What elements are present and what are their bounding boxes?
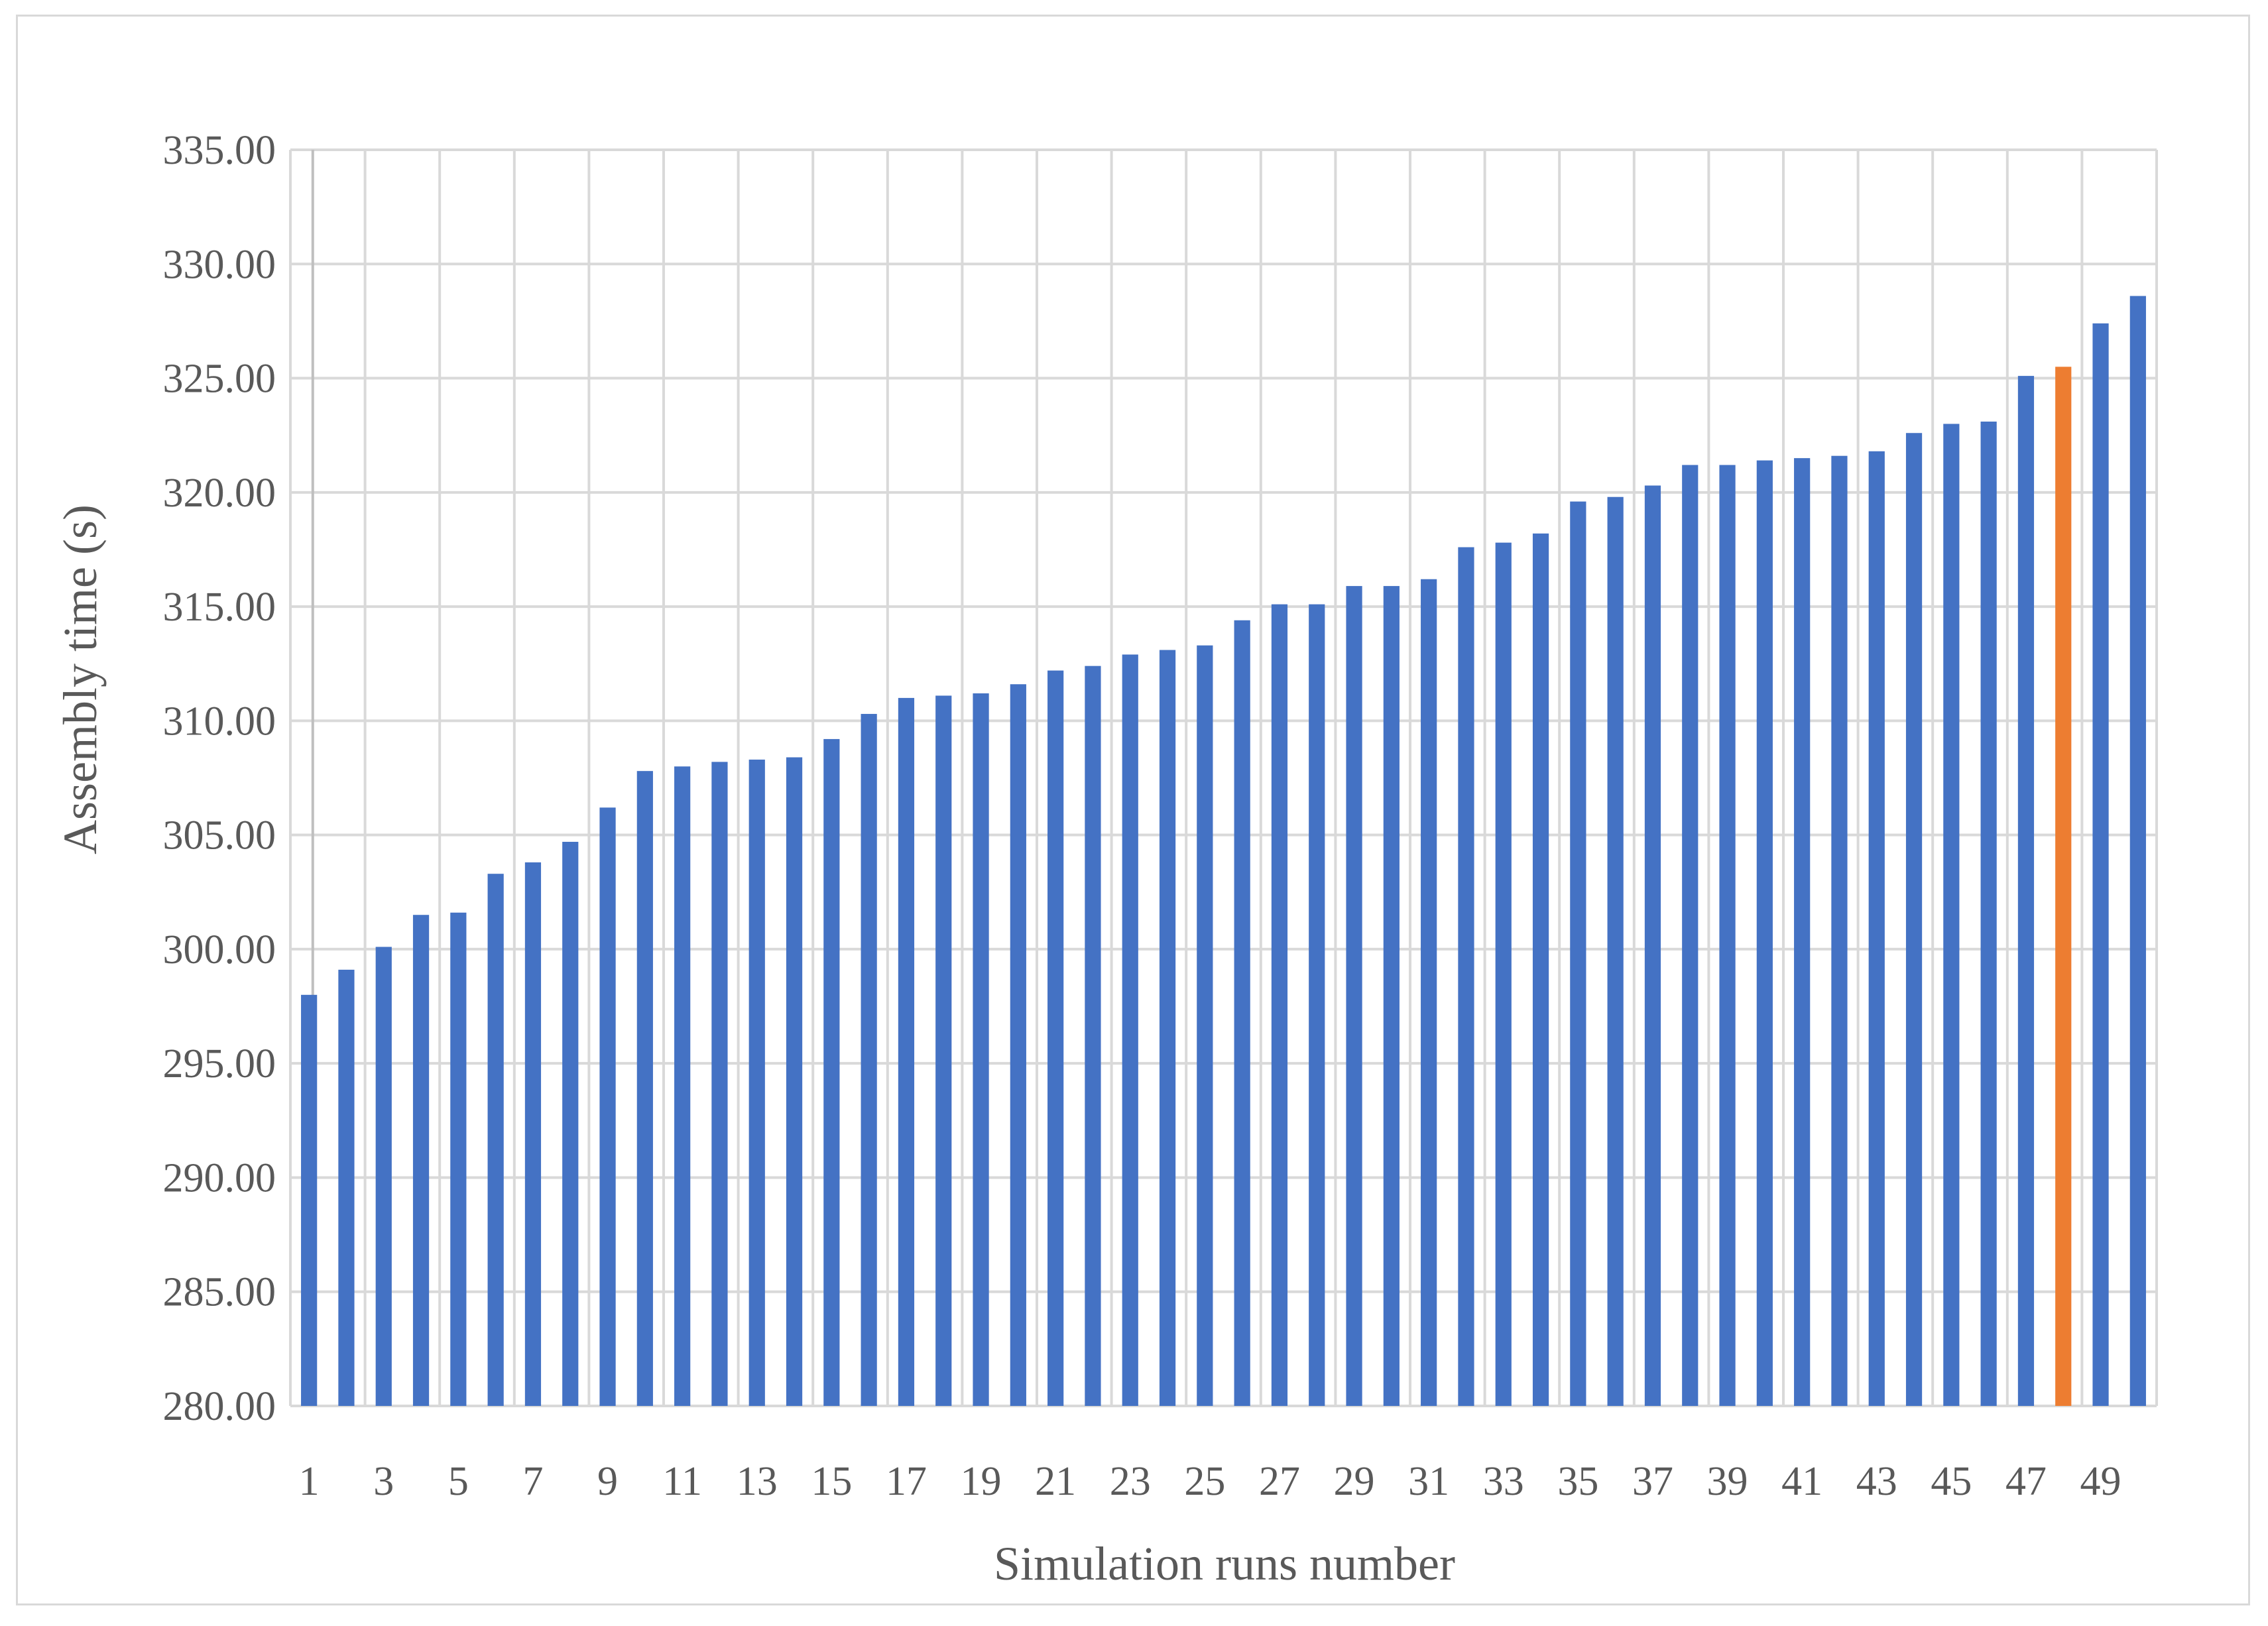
x-tick-label: 17	[886, 1459, 927, 1504]
bar-19	[973, 693, 989, 1406]
bar-33	[1495, 542, 1512, 1406]
bar-49	[2092, 323, 2109, 1407]
x-tick-label: 5	[448, 1459, 469, 1504]
bar-34	[1532, 533, 1549, 1406]
bar-43	[1868, 451, 1885, 1406]
x-tick-label: 41	[1781, 1459, 1822, 1504]
y-tick-label: 315.00	[163, 585, 276, 630]
bar-48	[2055, 367, 2072, 1407]
x-tick-label: 43	[1856, 1459, 1897, 1504]
bar-20	[1010, 684, 1026, 1406]
x-tick-label: 25	[1184, 1459, 1225, 1504]
y-tick-label: 285.00	[163, 1270, 276, 1315]
bar-29	[1346, 586, 1362, 1407]
bar-16	[861, 714, 877, 1406]
bar-12	[711, 762, 728, 1406]
x-tick-label: 45	[1931, 1459, 1972, 1504]
y-tick-label: 295.00	[163, 1041, 276, 1086]
y-tick-label: 310.00	[163, 699, 276, 744]
bar-40	[1756, 460, 1773, 1407]
x-tick-label: 13	[737, 1459, 778, 1504]
x-tick-label: 29	[1334, 1459, 1375, 1504]
x-tick-label: 47	[2005, 1459, 2047, 1504]
bar-18	[935, 695, 952, 1406]
bar-9	[599, 807, 616, 1406]
bar-6	[487, 874, 504, 1406]
x-tick-label: 31	[1408, 1459, 1449, 1504]
y-tick-label: 305.00	[163, 813, 276, 858]
bar-1	[301, 994, 318, 1406]
bar-chart: 280.00 285.00 290.00 295.00 300.00 305.00 310.…	[54, 128, 2158, 1590]
x-tick-label: 39	[1707, 1459, 1748, 1504]
x-tick-label: 35	[1557, 1459, 1598, 1504]
bar-3	[375, 947, 392, 1406]
bar-45	[1943, 424, 1960, 1406]
y-tick-label: 280.00	[163, 1384, 276, 1429]
bar-5	[450, 912, 467, 1406]
bar-4	[412, 915, 430, 1406]
bar-47	[2017, 376, 2035, 1406]
bar-27	[1271, 604, 1288, 1406]
x-tick-label: 37	[1632, 1459, 1673, 1504]
bar-41	[1794, 458, 1811, 1406]
x-axis-ticks: 1 3 5 7 9 11 13 15 17 19 21 23 25 27 29 31 33 35 37 39 41 43 4…	[299, 1459, 2121, 1504]
bar-37	[1644, 485, 1661, 1406]
bars	[301, 296, 2146, 1407]
bar-15	[823, 738, 840, 1406]
x-tick-label: 15	[811, 1459, 852, 1504]
x-tick-label: 9	[597, 1459, 618, 1504]
y-axis-title: Assembly time (s)	[54, 504, 107, 854]
x-tick-label: 27	[1259, 1459, 1300, 1504]
x-tick-label: 3	[373, 1459, 394, 1504]
x-tick-label: 19	[961, 1459, 1002, 1504]
bar-42	[1831, 455, 1848, 1406]
bar-2	[338, 969, 355, 1406]
bar-50	[2129, 296, 2146, 1407]
bar-38	[1682, 465, 1699, 1407]
y-tick-label: 300.00	[163, 927, 276, 972]
x-tick-label: 1	[299, 1459, 320, 1504]
bar-13	[748, 759, 765, 1406]
bar-11	[674, 766, 691, 1406]
x-tick-label: 21	[1035, 1459, 1076, 1504]
y-tick-label: 330.00	[163, 242, 276, 287]
x-tick-label: 11	[662, 1459, 702, 1504]
bar-24	[1159, 650, 1176, 1406]
bar-32	[1458, 547, 1474, 1407]
bar-22	[1085, 666, 1101, 1406]
bar-23	[1122, 654, 1138, 1406]
y-tick-label: 325.00	[163, 357, 276, 402]
y-tick-label: 290.00	[163, 1155, 276, 1200]
x-tick-label: 7	[522, 1459, 543, 1504]
x-axis-title: Simulation runs number	[994, 1537, 1455, 1590]
bar-30	[1383, 586, 1400, 1407]
bar-14	[786, 757, 803, 1406]
bar-31	[1421, 579, 1437, 1406]
bar-35	[1570, 501, 1586, 1406]
x-tick-label: 23	[1110, 1459, 1151, 1504]
bar-28	[1309, 604, 1325, 1406]
bar-7	[524, 862, 542, 1406]
chart-frame: 280.00 285.00 290.00 295.00 300.00 305.00 310.…	[16, 15, 2250, 1605]
bar-10	[636, 771, 653, 1406]
bar-39	[1719, 465, 1736, 1407]
bar-46	[1980, 422, 1997, 1407]
bar-26	[1234, 620, 1250, 1406]
x-tick-label: 33	[1483, 1459, 1524, 1504]
y-tick-label: 320.00	[163, 471, 276, 516]
bar-17	[898, 697, 915, 1406]
y-tick-label: 335.00	[163, 128, 276, 173]
bar-8	[562, 841, 579, 1406]
bar-25	[1197, 645, 1213, 1407]
bar-21	[1047, 670, 1064, 1406]
bar-36	[1607, 496, 1624, 1406]
x-tick-label: 49	[2080, 1459, 2121, 1504]
bar-44	[1905, 433, 1923, 1407]
y-axis-ticks: 280.00 285.00 290.00 295.00 300.00 305.00 310.…	[163, 128, 276, 1429]
